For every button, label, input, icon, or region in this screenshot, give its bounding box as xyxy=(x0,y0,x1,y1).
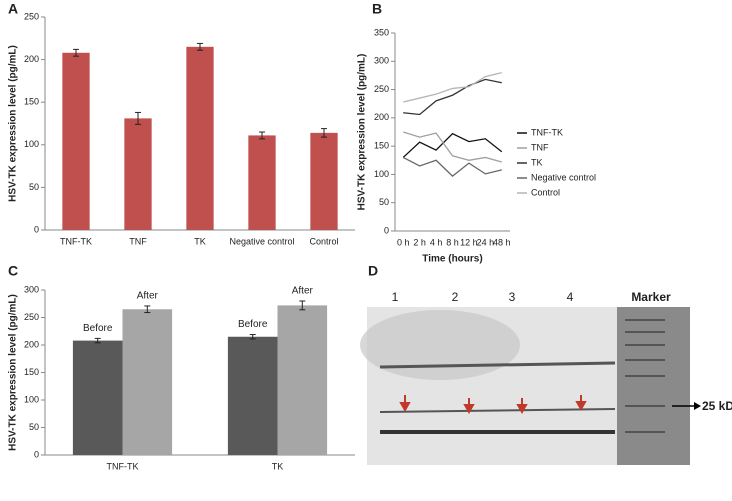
y-tick-label: 150 xyxy=(24,367,39,377)
y-axis-title: HSV-TK expression level (pg/mL) xyxy=(8,294,19,451)
x-tick-label: 8 h xyxy=(446,237,459,247)
y-tick-label: 0 xyxy=(34,224,39,234)
x-tick-label: TK xyxy=(272,461,284,471)
x-tick-label: Control xyxy=(309,236,338,246)
x-tick-label: TNF-TK xyxy=(107,461,139,471)
x-axis-title: Time (hours) xyxy=(422,254,482,265)
y-tick-label: 300 xyxy=(24,284,39,294)
y-tick-label: 100 xyxy=(24,394,39,404)
x-tick-label: 12 h xyxy=(460,237,478,247)
bar-series-label: After xyxy=(292,286,314,297)
bar xyxy=(62,52,90,231)
x-tick-label: 24 h xyxy=(477,237,495,247)
bar-series-label: Before xyxy=(83,323,113,334)
panel-label: A xyxy=(8,1,18,17)
y-tick-label: 250 xyxy=(374,84,389,94)
bar-series-label: After xyxy=(137,291,159,302)
legend-label: TNF-TK xyxy=(531,127,563,137)
y-tick-label: 250 xyxy=(24,312,39,322)
y-tick-label: 150 xyxy=(24,97,39,107)
bar xyxy=(186,46,214,230)
y-axis-title: HSV-TK expression level (pg/mL) xyxy=(357,54,368,211)
lane-label: 4 xyxy=(567,290,574,304)
legend-label: TNF xyxy=(531,142,549,152)
x-tick-label: 2 h xyxy=(413,237,426,247)
bar xyxy=(310,132,338,230)
x-tick-label: TNF-TK xyxy=(60,236,92,246)
legend-label: Negative control xyxy=(531,172,596,182)
lane-label: 2 xyxy=(452,290,459,304)
y-tick-label: 200 xyxy=(374,112,389,122)
line xyxy=(403,78,502,116)
y-tick-label: 200 xyxy=(24,339,39,349)
panel-label: B xyxy=(372,1,382,17)
legend-label: TK xyxy=(531,157,543,167)
lane-label: 3 xyxy=(509,290,516,304)
bar xyxy=(124,118,152,230)
y-tick-label: 0 xyxy=(384,225,389,235)
bar xyxy=(277,305,328,455)
line xyxy=(402,156,502,177)
bar xyxy=(122,309,173,455)
y-tick-label: 100 xyxy=(374,169,389,179)
marker-label: Marker xyxy=(631,290,671,304)
x-tick-label: 4 h xyxy=(430,237,443,247)
legend-label: Control xyxy=(531,187,560,197)
y-axis-title: HSV-TK expression level (pg/mL) xyxy=(8,45,19,202)
y-tick-label: 250 xyxy=(24,11,39,21)
y-tick-label: 50 xyxy=(29,182,39,192)
x-tick-label: TNF xyxy=(129,236,147,246)
bar xyxy=(248,135,276,230)
x-tick-label: 48 h xyxy=(493,237,511,247)
bar-series-label: Before xyxy=(238,319,268,330)
panel-label: C xyxy=(8,263,18,279)
y-tick-label: 150 xyxy=(374,141,389,151)
y-tick-label: 200 xyxy=(24,54,39,64)
y-tick-label: 350 xyxy=(374,27,389,37)
band-label: 25 kD xyxy=(702,399,732,413)
y-tick-label: 50 xyxy=(379,197,389,207)
line xyxy=(403,131,502,163)
line xyxy=(403,71,502,103)
x-tick-label: TK xyxy=(194,236,206,246)
line xyxy=(402,132,503,158)
panel-label: D xyxy=(368,263,378,279)
y-tick-label: 100 xyxy=(24,139,39,149)
blot-image xyxy=(360,307,701,465)
y-tick-label: 300 xyxy=(374,56,389,66)
bar xyxy=(72,340,123,455)
bar xyxy=(227,336,278,455)
x-tick-label: 0 h xyxy=(397,237,410,247)
y-tick-label: 0 xyxy=(34,449,39,459)
y-tick-label: 50 xyxy=(29,422,39,432)
lane-label: 1 xyxy=(392,290,399,304)
x-tick-label: Negative control xyxy=(229,236,294,246)
